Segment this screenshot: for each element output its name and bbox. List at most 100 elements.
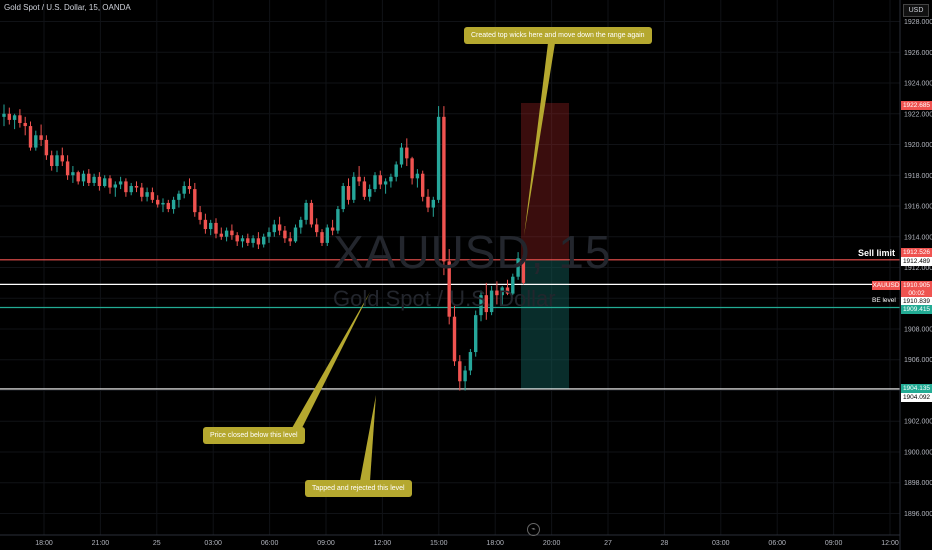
candle-body: [272, 224, 276, 233]
x-tick-label: 06:00: [768, 540, 786, 547]
candle-body: [341, 186, 345, 210]
candle-body: [113, 184, 117, 188]
y-tick-label: 1914.000: [904, 234, 932, 241]
candle-body: [65, 161, 70, 176]
candle-body: [415, 173, 420, 179]
price-label-be-2: 1909.415: [901, 305, 932, 314]
candle-body: [251, 238, 255, 243]
price-label-sell-limit: 1912.526: [901, 248, 932, 257]
candle-body: [129, 186, 133, 193]
candle-body: [521, 258, 526, 283]
candle-body: [235, 235, 239, 242]
y-tick-label: 1912.000: [904, 265, 932, 272]
candle-body: [299, 219, 303, 228]
candle-body: [320, 232, 324, 243]
candle-body: [246, 238, 250, 243]
candle-body: [124, 181, 128, 193]
annotation-top-wicks[interactable]: Created top wicks here and move down the…: [464, 27, 652, 44]
sell-limit-label: Sell limit: [858, 248, 896, 258]
candle-body: [23, 122, 27, 127]
candle-body: [421, 173, 425, 197]
candle-body: [198, 212, 202, 220]
x-tick-label: 03:00: [712, 540, 730, 547]
candle-body: [309, 202, 314, 225]
candle-body: [516, 258, 520, 277]
x-tick-label: 20:00: [543, 540, 561, 547]
candle-body: [224, 230, 229, 237]
be-level-label: BE level: [872, 297, 896, 304]
price-label-sell-limit-2: 1912.489: [901, 257, 932, 266]
annotation-pointer: [360, 395, 376, 481]
price-label-target-2: 1904.092: [901, 393, 932, 402]
chart-title: Gold Spot / U.S. Dollar, 15, OANDA: [4, 3, 131, 12]
candle-body: [145, 192, 149, 197]
y-tick-label: 1916.000: [904, 204, 932, 211]
candle-body: [187, 186, 192, 190]
x-tick-label: 18:00: [35, 540, 53, 547]
x-tick-label: 27: [604, 540, 612, 547]
candle-body: [134, 186, 139, 188]
annotation-tapped-rejected[interactable]: Tapped and rejected this level: [305, 480, 412, 497]
candle-body: [156, 199, 160, 205]
countdown-label: 00:02: [901, 289, 932, 298]
y-tick-label: 1898.000: [904, 480, 932, 487]
candle-body: [219, 233, 223, 237]
candle-body: [505, 287, 510, 294]
candles: [2, 104, 526, 391]
candle-body: [92, 176, 96, 183]
candle-body: [177, 193, 181, 200]
candle-body: [277, 224, 282, 231]
candle-body: [12, 115, 17, 120]
x-tick-label: 12:00: [881, 540, 899, 547]
candle-body: [325, 227, 329, 243]
y-tick-label: 1908.000: [904, 326, 932, 333]
candle-body: [489, 290, 494, 313]
candle-body: [182, 186, 186, 194]
candle-body: [500, 287, 504, 296]
candle-body: [336, 209, 340, 231]
y-tick-label: 1906.000: [904, 357, 932, 364]
x-tick-label: 15:00: [430, 540, 448, 547]
x-tick-label: 06:00: [261, 540, 279, 547]
x-tick-label: 28: [661, 540, 669, 547]
candle-body: [436, 116, 441, 200]
candle-body: [405, 147, 409, 159]
candle-body: [240, 238, 245, 242]
candle-body: [458, 361, 462, 382]
candle-body: [60, 155, 64, 162]
candle-body: [166, 202, 170, 210]
candle-body: [452, 316, 457, 362]
y-tick-label: 1926.000: [904, 50, 932, 57]
candle-body: [71, 172, 75, 176]
candle-body: [230, 230, 234, 236]
candle-body: [103, 178, 107, 187]
y-tick-label: 1922.000: [904, 111, 932, 118]
candle-body: [140, 187, 144, 197]
timezone-icon[interactable]: ⌁: [527, 523, 540, 536]
candle-body: [214, 222, 218, 234]
candle-body: [7, 113, 11, 120]
grid-lines: [0, 0, 900, 535]
candle-body: [474, 315, 478, 353]
candle-body: [389, 176, 393, 182]
y-tick-label: 1928.000: [904, 19, 932, 26]
candle-body: [108, 178, 112, 188]
candle-body: [55, 155, 59, 167]
y-tick-label: 1924.000: [904, 81, 932, 88]
x-tick-label: 09:00: [317, 540, 335, 547]
currency-button[interactable]: USD: [903, 4, 929, 17]
candle-body: [262, 236, 266, 245]
candle-body: [304, 202, 308, 220]
candle-body: [193, 189, 197, 213]
candle-body: [368, 189, 372, 197]
candle-body: [293, 227, 298, 242]
x-tick-label: 12:00: [374, 540, 392, 547]
price-label-be: 1910.839: [901, 297, 932, 306]
candle-body: [18, 115, 22, 123]
candle-body: [447, 261, 451, 317]
annotation-closed-below[interactable]: Price closed below this level: [203, 427, 305, 444]
x-tick-label: 18:00: [486, 540, 504, 547]
annotation-pointer: [524, 43, 555, 236]
candle-body: [394, 164, 398, 177]
